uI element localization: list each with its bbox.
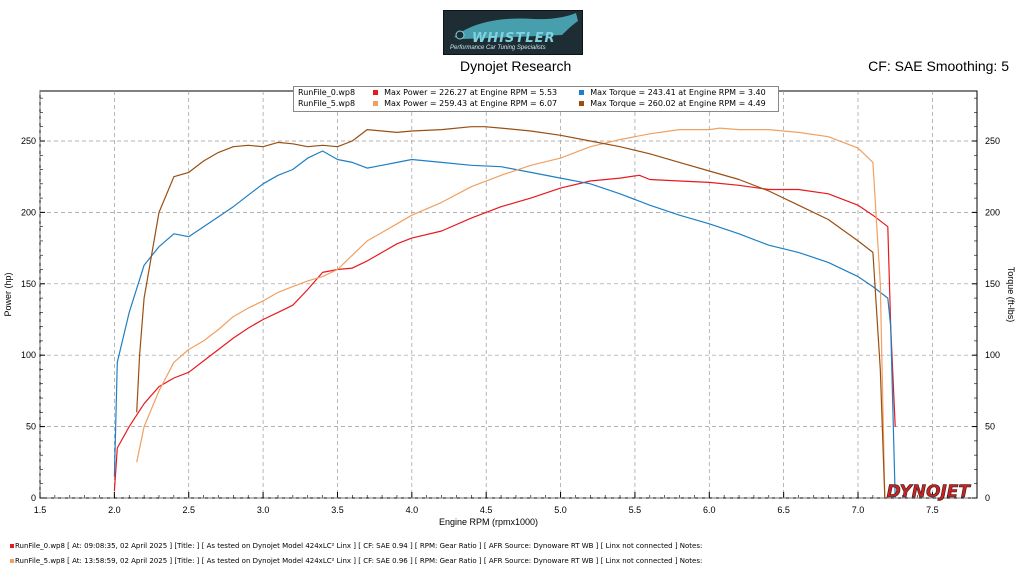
legend-max-torque: Max Torque = 260.02 at Engine RPM = 4.49: [590, 99, 766, 108]
brand-logo: WHISTLER Performance Car Tuning Speciali…: [443, 10, 583, 55]
y-right-tick-label: 200: [985, 207, 1000, 217]
y-right-tick-label: 50: [985, 422, 995, 432]
legend-max-torque: Max Torque = 243.41 at Engine RPM = 3.40: [590, 88, 766, 97]
series-line: [136, 127, 886, 499]
x-tick-label: 2.5: [182, 505, 195, 515]
footer-text: RunFile_0.wp8 [ At: 09:08:35, 02 April 2…: [15, 542, 703, 550]
x-tick-label: 6.5: [777, 505, 790, 515]
legend-torque-swatch: [578, 90, 584, 95]
x-tick-label: 1.5: [34, 505, 47, 515]
footer-marker: [10, 559, 14, 563]
legend-max-power: Max Power = 226.27 at Engine RPM = 5.53: [384, 88, 558, 97]
x-tick-label: 3.5: [331, 505, 344, 515]
legend-torque-swatch: [578, 101, 584, 106]
footer-marker: [10, 544, 14, 548]
legend-power-swatch: [372, 90, 378, 95]
y-right-axis-label: Torque (ft-lbs): [1006, 267, 1016, 323]
chart-title: Dynojet Research: [460, 58, 572, 74]
x-tick-label: 5.0: [554, 505, 567, 515]
y-left-axis-label: Power (hp): [3, 272, 13, 316]
y-left-tick-label: 50: [26, 422, 36, 432]
legend-row-runfile-5: RunFile_5.wp8 Max Power = 259.43 at Engi…: [298, 99, 766, 108]
y-left-tick-label: 250: [21, 136, 36, 146]
legend-max-power: Max Power = 259.43 at Engine RPM = 6.07: [384, 99, 558, 108]
x-tick-label: 4.5: [480, 505, 493, 515]
y-left-tick-label: 0: [31, 493, 36, 503]
x-tick-label: 6.0: [703, 505, 716, 515]
series-line: [113, 150, 896, 499]
dynojet-logo: DYNOJET: [887, 482, 972, 502]
footer-runfile-5-info: RunFile_5.wp8 [ At: 13:58:59, 02 April 2…: [10, 557, 702, 565]
series-line: [136, 126, 886, 499]
y-right-tick-label: 250: [985, 136, 1000, 146]
legend-row-runfile-0: RunFile_0.wp8 Max Power = 226.27 at Engi…: [298, 88, 766, 97]
y-right-tick-label: 150: [985, 279, 1000, 289]
series-line: [113, 174, 896, 491]
footer-runfile-0-info: RunFile_0.wp8 [ At: 09:08:35, 02 April 2…: [10, 542, 702, 550]
y-right-tick-label: 0: [985, 493, 990, 503]
y-left-tick-label: 150: [21, 279, 36, 289]
y-left-tick-label: 200: [21, 207, 36, 217]
chart-legend: RunFile_0.wp8 Max Power = 226.27 at Engi…: [293, 86, 779, 112]
x-tick-label: 3.0: [257, 505, 270, 515]
x-tick-label: 7.5: [926, 505, 939, 515]
footer-text: RunFile_5.wp8 [ At: 13:58:59, 02 April 2…: [15, 557, 703, 565]
car-silhouette-icon: [454, 13, 578, 40]
y-left-tick-label: 100: [21, 350, 36, 360]
legend-file-name: RunFile_0.wp8: [298, 88, 356, 97]
plot-area: [39, 90, 978, 499]
x-tick-label: 5.5: [629, 505, 642, 515]
x-tick-label: 7.0: [852, 505, 865, 515]
logo-text: WHISTLER: [472, 31, 556, 46]
legend-file-name: RunFile_5.wp8: [298, 99, 356, 108]
x-tick-label: 4.0: [406, 505, 419, 515]
cf-smoothing-info: CF: SAE Smoothing: 5: [868, 58, 1009, 74]
legend-power-swatch: [372, 101, 378, 106]
y-right-tick-label: 100: [985, 350, 1000, 360]
x-tick-label: 2.0: [108, 505, 121, 515]
logo-tagline: Performance Car Tuning Specialists: [450, 45, 546, 51]
x-axis-label: Engine RPM (rpmx1000): [439, 517, 538, 527]
